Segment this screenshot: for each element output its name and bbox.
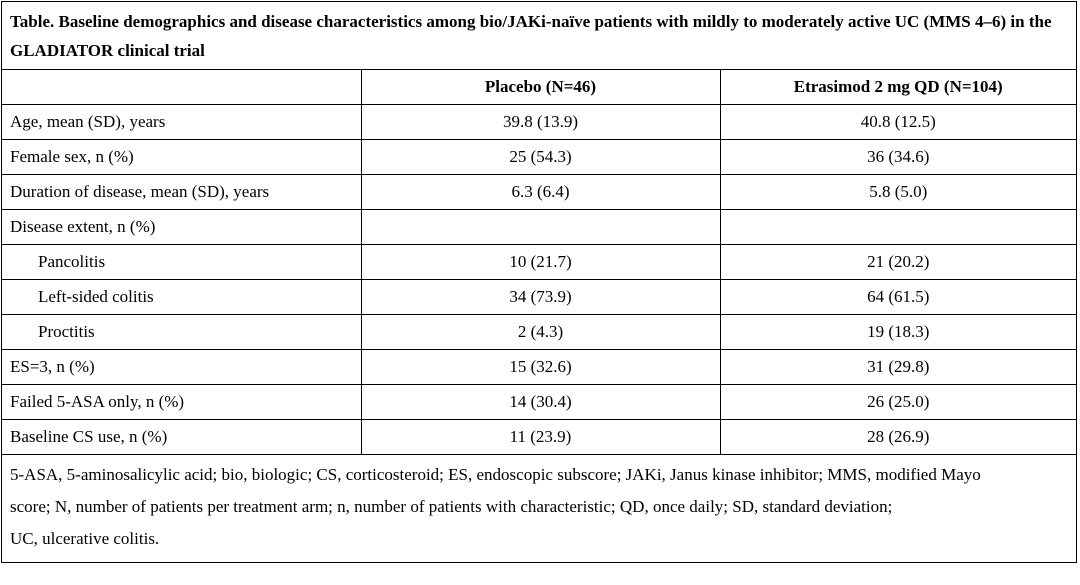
row-label: ES=3, n (%) — [2, 349, 362, 385]
footnote-line: score; N, number of patients per treatme… — [10, 496, 893, 516]
table-frame: Table. Baseline demographics and disease… — [1, 1, 1077, 563]
footnote-line: 5-ASA, 5-aminosalicylic acid; bio, biolo… — [10, 464, 981, 484]
table-row: Pancolitis 10 (21.7) 21 (20.2) — [2, 244, 1076, 280]
table-row: ES=3, n (%) 15 (32.6) 31 (29.8) — [2, 349, 1076, 385]
header-characteristic — [2, 70, 362, 105]
placebo-value: 15 (32.6) — [361, 349, 721, 385]
placebo-value: 10 (21.7) — [361, 244, 721, 280]
placebo-value — [361, 209, 721, 245]
row-label: Duration of disease, mean (SD), years — [2, 174, 362, 210]
placebo-value: 6.3 (6.4) — [361, 174, 721, 210]
row-label: Proctitis — [2, 314, 362, 350]
row-label: Baseline CS use, n (%) — [2, 419, 362, 455]
row-label: Age, mean (SD), years — [2, 104, 362, 140]
demographics-table: Placebo (N=46) Etrasimod 2 mg QD (N=104)… — [2, 70, 1076, 455]
etrasimod-value: 40.8 (12.5) — [720, 104, 1076, 140]
row-label: Pancolitis — [2, 244, 362, 280]
etrasimod-value: 21 (20.2) — [720, 244, 1076, 280]
placebo-value: 2 (4.3) — [361, 314, 721, 350]
table-row: Age, mean (SD), years 39.8 (13.9) 40.8 (… — [2, 104, 1076, 140]
table-row: Proctitis 2 (4.3) 19 (18.3) — [2, 314, 1076, 350]
table-caption: Table. Baseline demographics and disease… — [2, 2, 1076, 70]
etrasimod-value: 64 (61.5) — [720, 279, 1076, 315]
etrasimod-value: 19 (18.3) — [720, 314, 1076, 350]
footnote-line: UC, ulcerative colitis. — [10, 528, 160, 548]
placebo-value: 14 (30.4) — [361, 384, 721, 420]
placebo-value: 34 (73.9) — [361, 279, 721, 315]
row-label: Disease extent, n (%) — [2, 209, 362, 245]
header-placebo: Placebo (N=46) — [361, 70, 721, 105]
header-row: Placebo (N=46) Etrasimod 2 mg QD (N=104) — [2, 70, 1076, 105]
table-row: Failed 5-ASA only, n (%) 14 (30.4) 26 (2… — [2, 384, 1076, 420]
table-row: Baseline CS use, n (%) 11 (23.9) 28 (26.… — [2, 419, 1076, 455]
etrasimod-value — [720, 209, 1076, 245]
row-label: Failed 5-ASA only, n (%) — [2, 384, 362, 420]
etrasimod-value: 5.8 (5.0) — [720, 174, 1076, 210]
placebo-value: 25 (54.3) — [361, 139, 721, 175]
row-label: Left-sided colitis — [2, 279, 362, 315]
table-row: Female sex, n (%) 25 (54.3) 36 (34.6) — [2, 139, 1076, 175]
table-footnote: 5-ASA, 5-aminosalicylic acid; bio, biolo… — [2, 455, 1076, 555]
placebo-value: 11 (23.9) — [361, 419, 721, 455]
table-row: Duration of disease, mean (SD), years 6.… — [2, 174, 1076, 210]
placebo-value: 39.8 (13.9) — [361, 104, 721, 140]
table-row: Left-sided colitis 34 (73.9) 64 (61.5) — [2, 279, 1076, 315]
table-row: Disease extent, n (%) — [2, 209, 1076, 245]
etrasimod-value: 26 (25.0) — [720, 384, 1076, 420]
etrasimod-value: 36 (34.6) — [720, 139, 1076, 175]
etrasimod-value: 31 (29.8) — [720, 349, 1076, 385]
header-etrasimod: Etrasimod 2 mg QD (N=104) — [720, 70, 1076, 105]
row-label: Female sex, n (%) — [2, 139, 362, 175]
etrasimod-value: 28 (26.9) — [720, 419, 1076, 455]
